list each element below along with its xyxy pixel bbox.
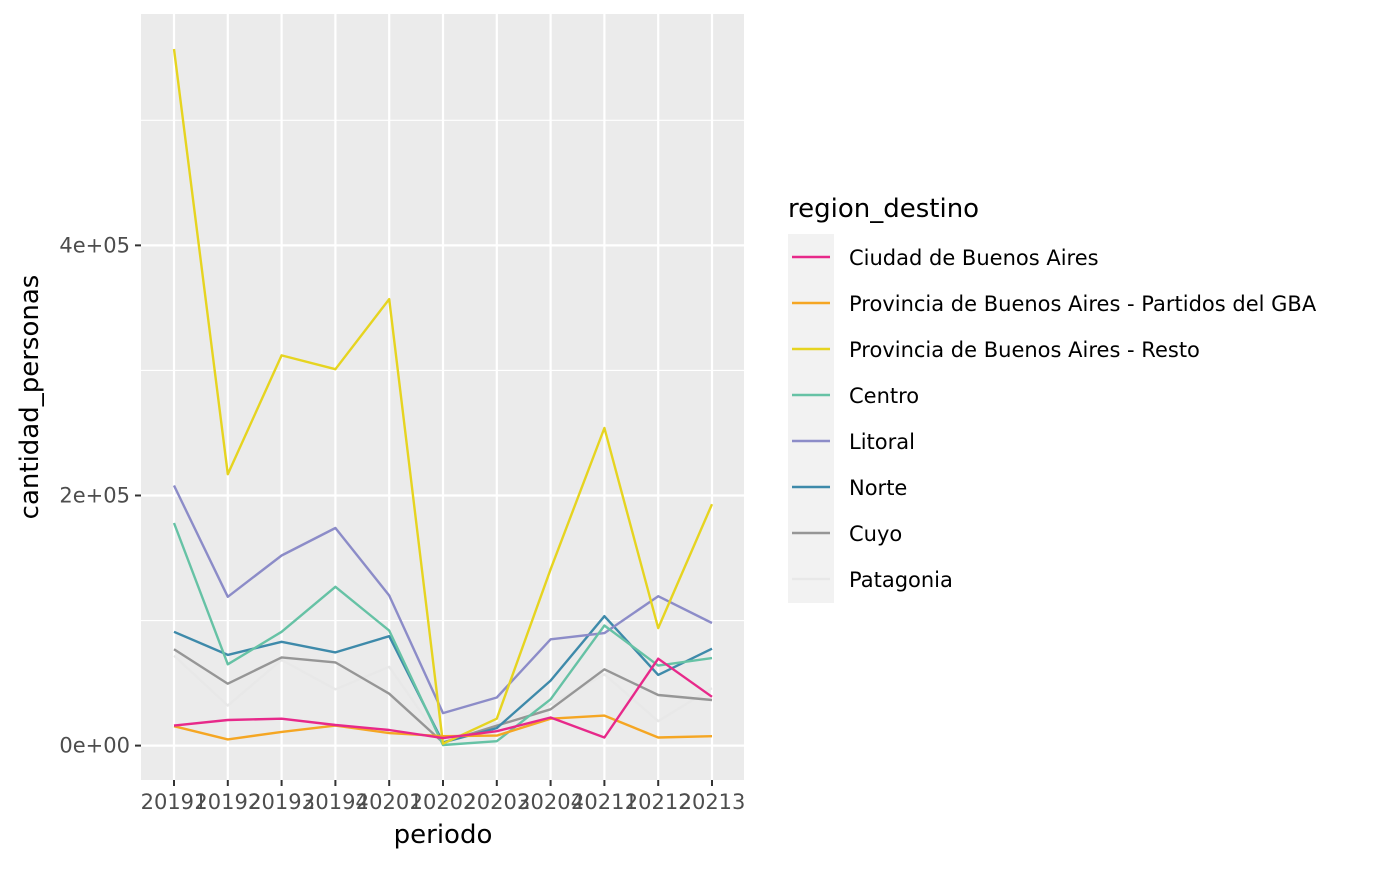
legend-key-background	[788, 234, 834, 603]
legend-label: Provincia de Buenos Aires - Partidos del…	[849, 292, 1317, 316]
legend-label: Patagonia	[849, 568, 953, 592]
x-tick-label: 20202	[410, 790, 477, 814]
legend-label: Cuyo	[849, 522, 902, 546]
axis-layer: 0e+00 2e+05 4e+05 2019120192201932019420201…	[59, 233, 745, 814]
series-line	[172, 484, 713, 715]
x-tick-label: 20194	[302, 790, 369, 814]
legend: Ciudad de Buenos Aires Provincia de Bueno…	[792, 246, 1317, 592]
series-line	[172, 48, 714, 745]
series-line	[172, 522, 713, 747]
y-tick-label: 4e+05	[59, 233, 130, 257]
legend-label: Norte	[849, 476, 907, 500]
x-tick-label: 20192	[194, 790, 261, 814]
x-tick-label: 20211	[571, 790, 638, 814]
y-tick-label: 0e+00	[59, 734, 130, 758]
legend-label: Litoral	[849, 430, 915, 454]
x-tick-label: 20204	[517, 790, 584, 814]
x-axis-title: periodo	[394, 820, 493, 850]
series-line	[173, 657, 713, 740]
legend-title: region_destino	[788, 194, 979, 224]
x-tick-label: 20212	[625, 790, 692, 814]
x-tick-label: 20191	[141, 790, 208, 814]
legend-label: Provincia de Buenos Aires - Resto	[849, 338, 1200, 362]
x-tick-label: 20201	[356, 790, 423, 814]
legend-label: Centro	[849, 384, 919, 408]
legend-label: Ciudad de Buenos Aires	[849, 246, 1099, 270]
y-tick-label: 2e+05	[59, 483, 130, 507]
series-layer	[172, 48, 714, 747]
x-tick-label: 20193	[248, 790, 315, 814]
x-tick-label: 20213	[679, 790, 746, 814]
x-tick-label: 20203	[463, 790, 530, 814]
series-line	[173, 714, 713, 741]
y-axis-title: cantidad_personas	[15, 275, 45, 520]
